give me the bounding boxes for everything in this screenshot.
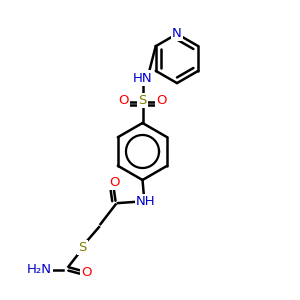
Text: O: O (156, 94, 166, 107)
Text: O: O (119, 94, 129, 107)
Text: O: O (81, 266, 92, 279)
Text: NH: NH (136, 195, 155, 208)
Text: S: S (138, 94, 147, 107)
Text: HN: HN (133, 71, 152, 85)
Text: N: N (172, 27, 182, 40)
Text: O: O (109, 176, 119, 189)
Text: S: S (78, 241, 87, 254)
Text: H₂N: H₂N (27, 263, 52, 276)
